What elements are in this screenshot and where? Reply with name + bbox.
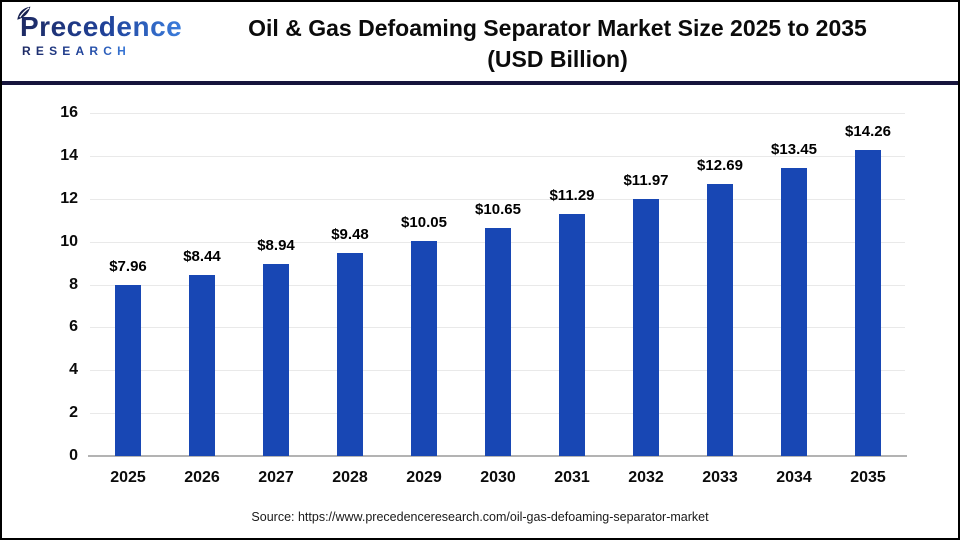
x-axis-label: 2025 [110,469,146,486]
bar-chart: 0 2 4 6 8 10 12 14 16 $7.96 2025 $8.44 2026 $8.94 2027… [2,85,958,505]
y-axis-tick: 10 [60,232,78,250]
chart-title-line2: (USD Billion) [487,46,628,72]
gridline [90,155,905,157]
bar-value-label: $11.97 [623,172,669,189]
x-axis-label: 2034 [776,469,812,486]
logo-subtitle: RESEARCH [22,44,131,58]
y-axis-tick: 4 [69,361,78,379]
bar-value-label: $8.94 [257,237,295,254]
bar-2032 [633,199,659,456]
bar-value-label: $10.65 [475,201,521,218]
y-axis-tick: 6 [69,318,78,336]
bar-value-label: $11.29 [549,187,595,204]
bar-2030 [485,228,511,456]
bar-value-label: $10.05 [401,214,447,231]
x-axis-label: 2033 [702,469,738,486]
y-axis-tick: 12 [60,189,78,207]
y-axis-tick: 0 [69,447,78,464]
bar-2029 [411,241,437,456]
bar-2028 [337,253,363,456]
x-axis-label: 2027 [258,469,294,486]
x-axis-label: 2026 [184,469,220,486]
x-axis-label: 2029 [406,469,442,486]
y-axis-tick: 2 [69,404,78,422]
bar-value-label: $9.48 [331,226,369,243]
logo-brand-text: Precedence [20,11,183,42]
source-text: Source: https://www.precedenceresearch.c… [251,510,709,524]
x-axis-label: 2030 [480,469,516,486]
leaf-icon [17,6,31,20]
x-axis-label: 2028 [332,469,368,486]
bar-value-label: $7.96 [109,258,147,275]
gridline [90,198,905,200]
precedence-research-logo: Precedence RESEARCH [2,2,187,60]
x-axis-label: 2031 [554,469,590,486]
gridline [90,113,905,114]
header-divider [2,81,958,85]
bar-2031 [559,214,585,456]
y-axis-tick: 14 [60,146,78,164]
bar-2033 [707,184,733,456]
bar-2027 [263,264,289,456]
bar-value-label: $13.45 [771,141,817,158]
x-axis-label: 2032 [628,469,664,486]
bar-2035 [855,150,881,456]
bar-value-label: $8.44 [183,248,221,265]
y-axis-tick: 16 [60,104,78,121]
bar-2025 [115,285,141,456]
bar-2034 [781,168,807,456]
bar-value-label: $14.26 [845,123,891,140]
y-axis-tick: 8 [69,275,78,293]
header: Precedence RESEARCH Oil & Gas Defoaming … [2,2,958,81]
chart-title-line1: Oil & Gas Defoaming Separator Market Siz… [248,15,867,41]
x-axis-baseline [88,455,907,457]
logo-brand: Precedence [17,6,183,42]
bar-value-label: $12.69 [697,157,743,174]
chart-title: Oil & Gas Defoaming Separator Market Siz… [187,2,958,75]
x-axis-label: 2035 [850,469,886,486]
bar-2026 [189,275,215,456]
